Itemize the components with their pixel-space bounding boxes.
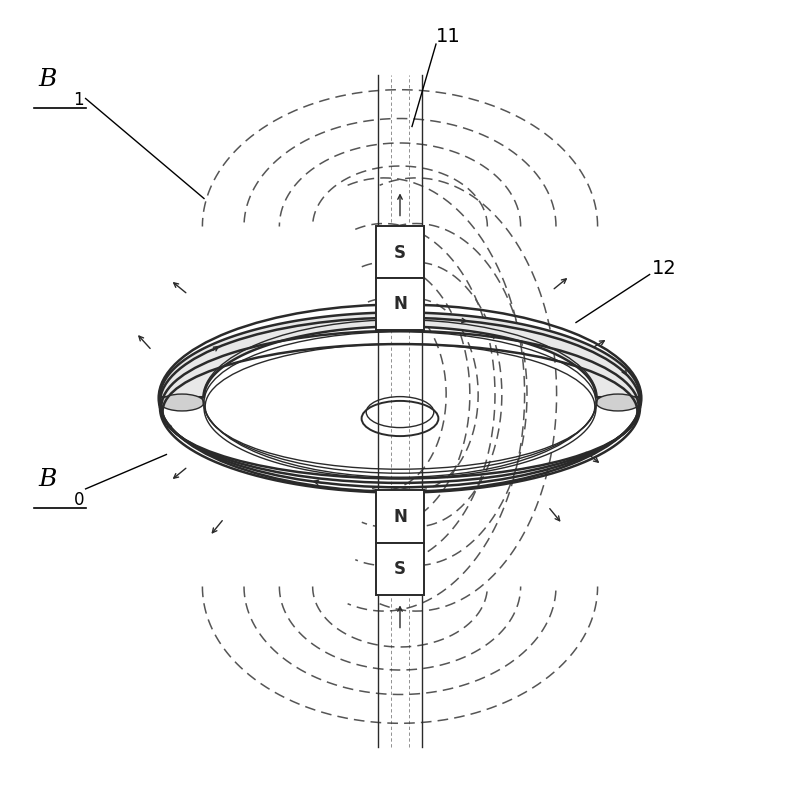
- Text: B: B: [38, 469, 57, 492]
- FancyBboxPatch shape: [376, 226, 424, 279]
- Text: N: N: [393, 507, 407, 526]
- Text: B: B: [38, 68, 57, 92]
- Text: S: S: [394, 559, 406, 577]
- Text: 11: 11: [436, 27, 461, 47]
- Text: S: S: [394, 243, 406, 262]
- Text: 1: 1: [74, 91, 84, 109]
- Text: 12: 12: [652, 259, 677, 279]
- FancyBboxPatch shape: [376, 279, 424, 331]
- Ellipse shape: [596, 394, 640, 411]
- Polygon shape: [160, 312, 640, 397]
- Text: 0: 0: [74, 491, 84, 509]
- Ellipse shape: [160, 394, 204, 411]
- FancyBboxPatch shape: [376, 543, 424, 595]
- Text: N: N: [393, 295, 407, 313]
- FancyBboxPatch shape: [376, 490, 424, 543]
